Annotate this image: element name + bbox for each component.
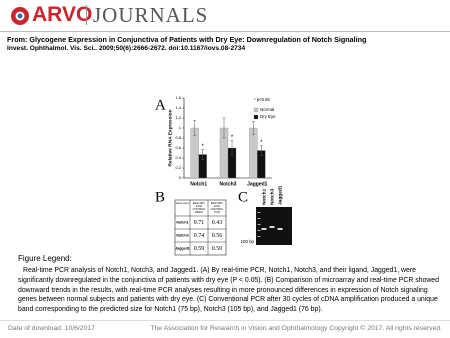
table-cell: 0.59 xyxy=(194,246,205,252)
table-cell: 0.50 xyxy=(212,246,223,252)
bar xyxy=(249,127,258,179)
table-cell: Notch3 xyxy=(176,233,188,237)
y-tick-label: 1.4 xyxy=(175,105,181,110)
table-header-cell: Gene name xyxy=(175,202,190,205)
table-border xyxy=(174,199,227,256)
panel-label: A xyxy=(155,97,166,113)
y-tick-label: 0.2 xyxy=(175,165,181,170)
marker-label: 100 bp xyxy=(241,239,255,244)
gel-band xyxy=(261,228,267,230)
error-bar xyxy=(259,145,263,156)
citation: Invest. Ophthalmol. Vis. Sci.. 2009;50(6… xyxy=(7,45,246,52)
legend: * p<0.05 Normal Dry Eye xyxy=(253,97,276,120)
ladder-band xyxy=(257,236,261,237)
y-tick-label: 0.4 xyxy=(175,155,181,160)
table-header-cell: Ratio DRY EYE/ CONTROL ARRAY xyxy=(192,202,206,214)
error-bar xyxy=(230,140,234,156)
significance-marker: * xyxy=(231,135,234,141)
lane-label: Notch1 xyxy=(261,188,267,205)
ladder-band xyxy=(257,218,261,219)
table-header-text: Ratio DRY EYE/ CONTROL ARRAY xyxy=(192,202,206,214)
y-tick-label: 0.8 xyxy=(175,135,181,140)
footer-bar: Date of download: 10/6/2017 The Associat… xyxy=(0,320,450,338)
article-title: From: Glycogene Expression in Conjunctiv… xyxy=(7,35,367,44)
y-tick-label: 0.6 xyxy=(175,145,181,150)
y-tick-label: 1.6 xyxy=(175,95,181,100)
table-cell: 0.71 xyxy=(194,220,205,226)
panel-label: C xyxy=(238,189,248,205)
gel-band xyxy=(269,226,275,228)
table-cell: 0.74 xyxy=(194,233,205,239)
y-axis-label: Relative RNA Expression xyxy=(167,109,173,166)
legend-heading: Figure Legend: xyxy=(18,254,72,263)
logo-text: ARVO xyxy=(32,3,93,26)
panel-label: B xyxy=(155,189,165,205)
x-tick-label: Notch3 xyxy=(220,181,237,187)
table-header-text: Ratio DRY EYE/ CONTROL PCR xyxy=(210,202,224,214)
y-tick-label: 0 xyxy=(179,175,182,180)
lane-label: Notch3 xyxy=(269,188,275,205)
x-tick-label: Jagged1 xyxy=(247,181,268,187)
y-tick-label: 1.2 xyxy=(175,115,181,120)
table-cell: 0.56 xyxy=(212,233,223,239)
legend-note: * p<0.05 xyxy=(254,97,270,102)
significance-marker: * xyxy=(260,140,263,146)
error-bar xyxy=(193,120,197,136)
lane-label: Jagged1 xyxy=(277,185,283,205)
brand-text: JOURNALS xyxy=(93,3,209,27)
legend-label: Dry Eye xyxy=(260,114,276,119)
header-bar: ARVO JOURNALS xyxy=(0,0,450,32)
table-cell: Notch1 xyxy=(176,220,188,224)
x-tick-label: Notch1 xyxy=(190,181,207,187)
table-header-cell: Ratio DRY EYE/ CONTROL PCR xyxy=(210,202,224,214)
table-cell: 0.43 xyxy=(212,220,223,226)
download-date: Date of download: 10/6/2017 xyxy=(8,325,95,332)
ladder-band xyxy=(257,230,261,231)
legend-swatch xyxy=(253,114,259,120)
error-bar xyxy=(222,117,226,139)
error-bar xyxy=(201,149,205,160)
y-tick-label: 1 xyxy=(179,125,182,130)
legend-swatch xyxy=(253,107,259,113)
table-cell: Jagged1 xyxy=(175,246,190,250)
copyright: The Association for Research in Vision a… xyxy=(150,325,442,332)
legend-label: Normal xyxy=(260,107,274,112)
error-bar xyxy=(251,121,255,135)
legend-text: Real-time PCR analysis of Notch1, Notch3… xyxy=(18,267,439,314)
ladder-band xyxy=(257,212,261,213)
table-header-text: Gene name xyxy=(175,202,190,205)
significance-marker: * xyxy=(201,144,204,150)
logo-icon xyxy=(11,7,29,25)
logo-divider xyxy=(86,5,87,25)
gel-band xyxy=(277,228,283,230)
ladder-band xyxy=(257,224,261,225)
